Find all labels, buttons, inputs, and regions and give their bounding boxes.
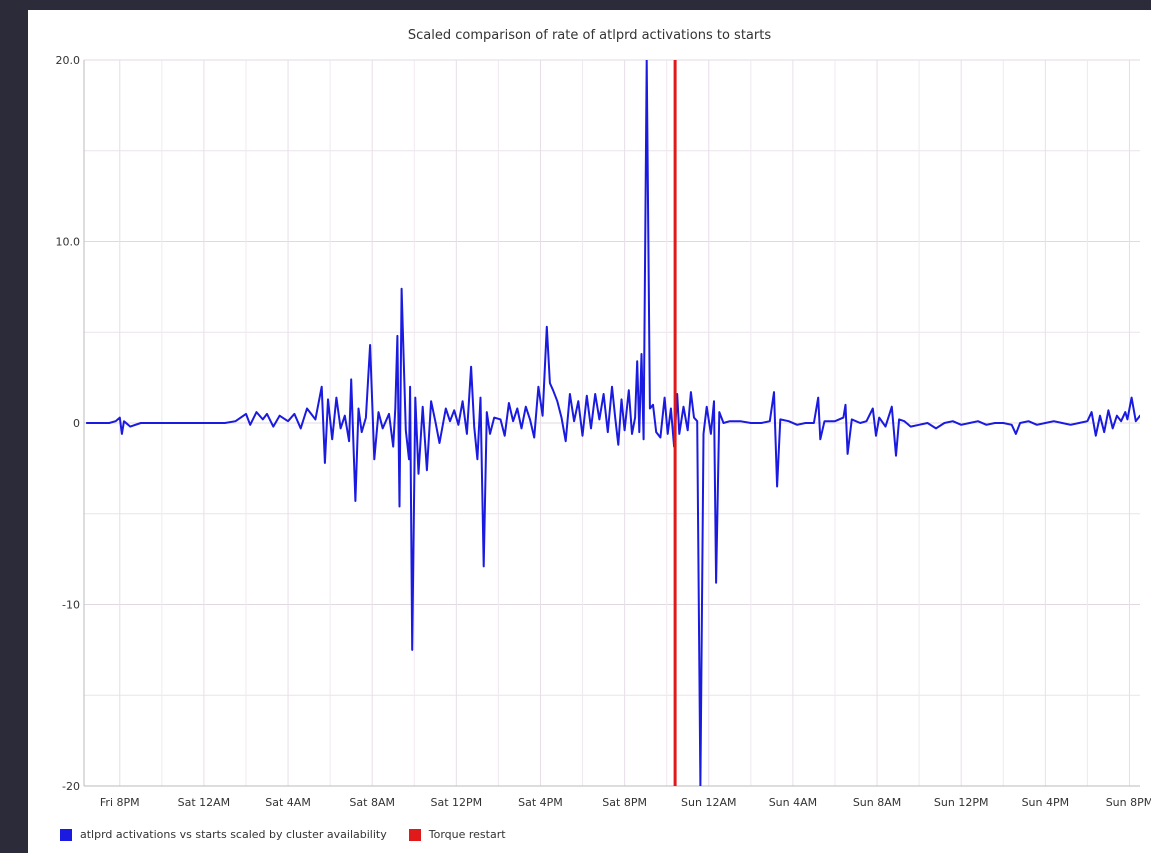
chart-panel: Scaled comparison of rate of atlprd acti…: [28, 10, 1151, 853]
x-tick-label: Sun 12AM: [681, 796, 736, 809]
x-tick-label: Sat 12PM: [431, 796, 483, 809]
x-tick-label: Sun 4PM: [1022, 796, 1070, 809]
legend-label-torque-restart: Torque restart: [428, 828, 506, 841]
chart-title: Scaled comparison of rate of atlprd acti…: [407, 28, 772, 43]
x-tick-label: Sat 12AM: [178, 796, 231, 809]
x-tick-label: Sun 4AM: [769, 796, 817, 809]
x-tick-label: Sun 12PM: [934, 796, 989, 809]
x-tick-label: Sun 8AM: [853, 796, 901, 809]
y-tick-label: 20.0: [56, 54, 81, 67]
chart-legend: atlprd activations vs starts scaled by c…: [60, 828, 528, 841]
x-tick-label: Fri 8PM: [100, 796, 140, 809]
chart-plot-area: 20.0 10.0 0 -10 -20 Fri 8PM Sat 12AM Sat 4AM Sat…: [56, 54, 1151, 809]
y-tick-label: -10: [62, 599, 80, 612]
y-tick-label: -20: [62, 780, 80, 793]
y-tick-label: 0: [73, 417, 80, 430]
y-tick-label: 10.0: [56, 236, 81, 249]
x-tick-label: Sun 8PM: [1106, 796, 1151, 809]
x-tick-label: Sat 4PM: [518, 796, 563, 809]
x-tick-label: Sat 4AM: [265, 796, 311, 809]
legend-item-torque-restart: Torque restart: [408, 828, 506, 841]
legend-item-activations: atlprd activations vs starts scaled by c…: [60, 828, 387, 841]
legend-swatch-activations: [60, 828, 72, 841]
legend-label-activations: atlprd activations vs starts scaled by c…: [80, 828, 387, 841]
series-line-activations: [86, 60, 1140, 786]
x-tick-label: Sat 8AM: [349, 796, 395, 809]
x-tick-label: Sat 8PM: [602, 796, 647, 809]
legend-swatch-torque-restart: [408, 828, 421, 841]
